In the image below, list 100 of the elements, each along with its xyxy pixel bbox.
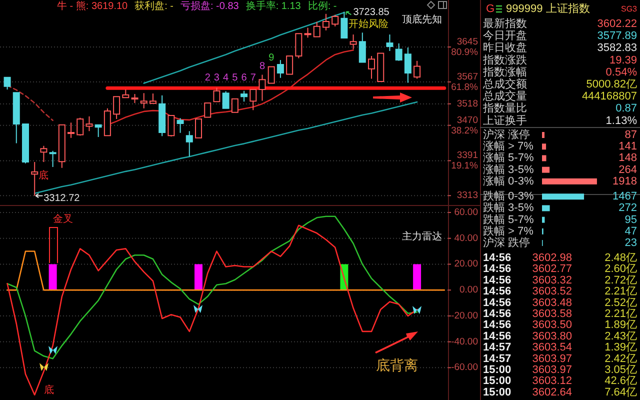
y-tick-label: 3518 <box>456 98 478 110</box>
y-tick-label: 跌幅 5-7% <box>483 214 534 226</box>
y-tick-label: 0.00 <box>460 284 478 296</box>
category-label: 指数涨幅 <box>482 66 527 78</box>
category-label: 15:00 <box>483 386 512 398</box>
bar <box>542 205 550 212</box>
data-label: 95 <box>624 214 637 226</box>
y-tick-label: -20.00 <box>451 310 478 322</box>
text: 3723.85 <box>353 7 390 18</box>
text: 19.39 <box>609 54 637 66</box>
data-label: 2.60亿 <box>604 263 637 276</box>
annotation: 底背离 <box>376 357 418 373</box>
text: 4 <box>223 72 229 84</box>
y-tick-label: 涨幅 0-3% <box>483 175 534 188</box>
y-tick-label: 沪深 跌停 <box>483 236 530 249</box>
text: 3312.72 <box>44 193 80 204</box>
data-label: 3603.12 <box>532 375 572 388</box>
data-label: 141 <box>618 140 637 153</box>
y2-tick-label: 19.1% <box>451 160 479 172</box>
text: 7 <box>250 72 256 84</box>
y-tick-label: 涨幅 3-5% <box>483 164 534 176</box>
data-label: 3603.50 <box>532 319 572 332</box>
data-label: 2.21亿 <box>604 286 637 298</box>
text: 0.87 <box>616 102 637 115</box>
bar <box>542 144 546 150</box>
data-label: 1918 <box>612 175 637 188</box>
y-tick-label: 40.00 <box>454 232 478 244</box>
data-label: 2.43亿 <box>604 330 637 342</box>
category-label: 指数量比 <box>482 102 527 115</box>
y-tick-label: 20.00 <box>454 258 478 270</box>
y-tick-label: 跌幅 3-5% <box>483 202 534 214</box>
data-label: 87 <box>624 129 637 141</box>
annotation: 底 <box>44 384 54 396</box>
annotation: 换手率: 1.13 <box>246 0 302 12</box>
text: 底 <box>38 170 49 182</box>
y-tick-label: 3470 <box>456 114 478 126</box>
text: 999999 上证指数 <box>506 2 590 15</box>
data-label: 3603.48 <box>532 296 572 309</box>
category-label: 14:56 <box>483 319 512 332</box>
bar <box>542 166 550 173</box>
data-label: 3603.32 <box>532 274 572 286</box>
text: 8 <box>259 61 266 72</box>
text: 444168807 <box>582 90 637 103</box>
data-label: 2.52亿 <box>604 296 637 309</box>
annotation: 金叉 <box>53 213 73 225</box>
text: 主力雷达 <box>402 230 442 242</box>
text: SG3 <box>620 4 638 14</box>
category-label: 14:56 <box>483 330 512 342</box>
text: 5 <box>232 72 238 84</box>
y-tick-label: -60.00 <box>451 362 478 374</box>
category-label: 今日开盘 <box>483 30 527 42</box>
text: 9 <box>268 52 274 64</box>
data-label: 42.6亿 <box>604 375 637 388</box>
y-tick-label: 3645 <box>456 36 478 48</box>
data-label: 3602.98 <box>532 252 572 264</box>
category-label: 14:57 <box>483 352 512 365</box>
category-label: 昨日收盘 <box>483 42 527 54</box>
text: 3 <box>214 72 220 84</box>
y2-tick-label: 38.2% <box>451 125 479 136</box>
data-label: 2.21亿 <box>604 308 637 320</box>
category-label: 14:56 <box>483 252 512 264</box>
text: 2 <box>204 72 210 84</box>
data-label: 3603.54 <box>532 342 572 354</box>
y-tick-label: 3391 <box>456 150 478 162</box>
text: 0.54% <box>606 66 637 78</box>
bar <box>542 155 546 162</box>
annotation: 获利盘: - <box>134 0 174 12</box>
category-label: 总成交额 <box>482 78 527 90</box>
annotation: 比例: - <box>308 0 337 12</box>
text: 3577.89 <box>597 30 637 42</box>
category-label: 14:56 <box>483 296 512 309</box>
data-label: 2.42亿 <box>604 352 637 365</box>
category-label: 14:57 <box>483 342 512 354</box>
data-label: 3602.77 <box>532 263 572 276</box>
data-label: 3603.58 <box>532 308 572 320</box>
data-label: 2.72亿 <box>604 274 637 286</box>
category-label: 14:56 <box>483 286 512 298</box>
y-tick-label: 跌幅 0-3% <box>483 190 534 203</box>
category-label: 指数涨跌 <box>482 54 527 66</box>
y-tick-label: 3567 <box>456 71 478 82</box>
y2-tick-label: 80.9% <box>451 47 479 58</box>
data-label: 3603.52 <box>532 286 572 298</box>
text: 3582.83 <box>597 42 637 54</box>
y-tick-label: 跌幅 > 7% <box>483 225 534 238</box>
text: 1.13% <box>606 114 637 127</box>
data-label: 3603.80 <box>532 330 572 342</box>
data-label: 1.89亿 <box>604 319 637 332</box>
annotation: 牛 - 熊: 3619.10 <box>57 0 128 12</box>
data-label: 47 <box>624 225 637 238</box>
annotation: 亏损盘: -0.83 <box>180 0 240 12</box>
text: 顶底先知 <box>402 14 442 26</box>
category-label: 15:00 <box>483 364 512 376</box>
data-label: 23 <box>624 237 637 249</box>
text: G <box>486 3 495 15</box>
data-label: 3602.64 <box>532 386 572 398</box>
data-label: 264 <box>618 164 637 176</box>
category-label: 最新指数 <box>483 17 527 30</box>
data-label: 1.39亿 <box>604 342 637 354</box>
text: 3602.22 <box>597 18 637 30</box>
data-label: 3.05亿 <box>604 364 637 376</box>
